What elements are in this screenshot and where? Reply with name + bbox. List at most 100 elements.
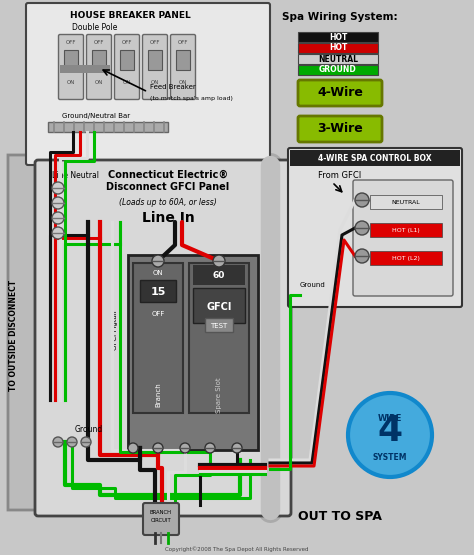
Text: OFF: OFF [178, 40, 188, 45]
Text: GFCI Pigtail: GFCI Pigtail [112, 310, 118, 350]
Text: Copyright©2008 The Spa Depot All Rights Reserved: Copyright©2008 The Spa Depot All Rights … [165, 546, 309, 552]
Text: OFF: OFF [94, 40, 104, 45]
Circle shape [52, 182, 64, 194]
Text: Line Neutral: Line Neutral [52, 171, 99, 180]
Bar [370, 223, 442, 237]
Circle shape [205, 443, 215, 453]
Text: From GFCI: From GFCI [318, 171, 361, 180]
FancyBboxPatch shape [35, 160, 291, 516]
Text: OFF: OFF [151, 311, 164, 317]
FancyBboxPatch shape [143, 503, 179, 535]
FancyBboxPatch shape [143, 34, 167, 99]
Text: ON: ON [151, 80, 159, 85]
Text: (to match spa's amp load): (to match spa's amp load) [150, 96, 233, 101]
FancyBboxPatch shape [298, 80, 382, 106]
Bar [370, 251, 442, 265]
Circle shape [232, 443, 242, 453]
Bar [298, 65, 378, 75]
Text: HOT (L2): HOT (L2) [392, 256, 420, 261]
Text: Feed Breaker: Feed Breaker [150, 84, 196, 90]
Text: HOT: HOT [329, 33, 347, 42]
Text: CIRCUIT: CIRCUIT [151, 518, 172, 523]
Bar [128, 255, 258, 450]
Circle shape [52, 227, 64, 239]
Text: GFCI: GFCI [206, 302, 232, 312]
FancyBboxPatch shape [58, 34, 83, 99]
Bar [133, 263, 183, 413]
Circle shape [213, 255, 225, 267]
Circle shape [52, 197, 64, 209]
Text: Spare Slot: Spare Slot [216, 377, 222, 413]
Circle shape [355, 221, 369, 235]
Text: Ground: Ground [75, 425, 103, 434]
Text: Spa Wiring System:: Spa Wiring System: [282, 12, 398, 22]
FancyBboxPatch shape [8, 155, 38, 510]
Text: NEUTRAL: NEUTRAL [392, 200, 420, 205]
Text: Ground: Ground [300, 282, 326, 288]
Bar [193, 265, 245, 285]
Text: Disconnect GFCI Panel: Disconnect GFCI Panel [106, 182, 229, 192]
Text: Connecticut Electric®: Connecticut Electric® [108, 170, 228, 180]
Circle shape [152, 255, 164, 267]
Circle shape [355, 193, 369, 207]
Text: BRANCH: BRANCH [150, 510, 172, 515]
Text: ON: ON [67, 80, 75, 85]
FancyBboxPatch shape [171, 34, 195, 99]
Circle shape [180, 443, 190, 453]
Bar [92, 50, 106, 70]
Text: TEST: TEST [210, 323, 228, 329]
Text: SYSTEM: SYSTEM [373, 453, 407, 462]
Circle shape [67, 437, 77, 447]
Circle shape [348, 393, 432, 477]
Text: OFF: OFF [66, 40, 76, 45]
FancyBboxPatch shape [298, 116, 382, 142]
Bar [370, 195, 442, 209]
Text: (Loads up to 60A, or less): (Loads up to 60A, or less) [119, 198, 217, 207]
Bar [193, 288, 245, 323]
Bar [176, 50, 190, 70]
Text: OUT TO SPA: OUT TO SPA [298, 510, 382, 523]
Bar [148, 50, 162, 70]
Bar [298, 43, 378, 53]
Text: OFF: OFF [150, 40, 160, 45]
Bar [189, 263, 249, 413]
Text: ON: ON [153, 270, 164, 276]
FancyBboxPatch shape [86, 34, 111, 99]
Text: HOT: HOT [329, 43, 347, 53]
Text: NEUTRAL: NEUTRAL [318, 54, 358, 63]
Text: 4-Wire: 4-Wire [317, 86, 363, 99]
Circle shape [355, 249, 369, 263]
Circle shape [128, 443, 138, 453]
Bar [290, 150, 460, 166]
Circle shape [153, 443, 163, 453]
Circle shape [81, 437, 91, 447]
Bar [140, 280, 176, 302]
Text: Double Pole: Double Pole [73, 23, 118, 32]
Bar [48, 122, 168, 132]
FancyBboxPatch shape [26, 3, 270, 165]
Text: 4: 4 [377, 414, 402, 448]
Bar [64, 50, 78, 70]
FancyBboxPatch shape [353, 180, 453, 296]
Circle shape [53, 437, 63, 447]
Text: TO OUTSIDE DISCONNECT: TO OUTSIDE DISCONNECT [9, 279, 18, 391]
Text: Line In: Line In [142, 211, 194, 225]
Text: OFF: OFF [122, 40, 132, 45]
Text: ON: ON [123, 80, 131, 85]
Circle shape [52, 212, 64, 224]
FancyBboxPatch shape [288, 148, 462, 307]
Text: HOUSE BREAKER PANEL: HOUSE BREAKER PANEL [70, 11, 191, 20]
Bar [60, 65, 110, 73]
Text: ON: ON [179, 80, 187, 85]
Text: HOT (L1): HOT (L1) [392, 228, 420, 233]
Text: 60: 60 [213, 271, 225, 280]
Bar [298, 32, 378, 42]
Text: 4-WIRE SPA CONTROL BOX: 4-WIRE SPA CONTROL BOX [318, 154, 432, 163]
Text: Branch: Branch [155, 382, 161, 407]
Bar [298, 54, 378, 64]
Text: 3-Wire: 3-Wire [317, 122, 363, 135]
FancyBboxPatch shape [115, 34, 139, 99]
Bar [205, 318, 233, 332]
Text: Ground/Neutral Bar: Ground/Neutral Bar [62, 113, 130, 119]
Text: WIRE: WIRE [378, 414, 402, 423]
